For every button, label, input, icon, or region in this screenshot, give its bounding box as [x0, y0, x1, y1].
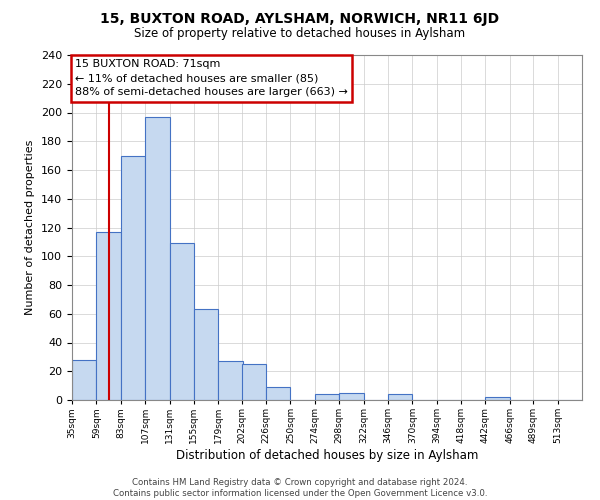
Bar: [72, 360, 97, 400]
X-axis label: Distribution of detached houses by size in Aylsham: Distribution of detached houses by size …: [176, 449, 478, 462]
Text: 15, BUXTON ROAD, AYLSHAM, NORWICH, NR11 6JD: 15, BUXTON ROAD, AYLSHAM, NORWICH, NR11 …: [100, 12, 500, 26]
Bar: [266, 387, 290, 400]
Bar: [121, 156, 145, 400]
Bar: [339, 393, 364, 400]
Bar: [97, 232, 121, 400]
Bar: [485, 397, 510, 400]
Bar: [388, 394, 412, 400]
Y-axis label: Number of detached properties: Number of detached properties: [25, 140, 35, 315]
Bar: [315, 394, 339, 400]
Bar: [170, 244, 194, 400]
Text: Contains HM Land Registry data © Crown copyright and database right 2024.
Contai: Contains HM Land Registry data © Crown c…: [113, 478, 487, 498]
Text: 15 BUXTON ROAD: 71sqm
← 11% of detached houses are smaller (85)
88% of semi-deta: 15 BUXTON ROAD: 71sqm ← 11% of detached …: [75, 60, 348, 98]
Bar: [242, 364, 266, 400]
Text: Size of property relative to detached houses in Aylsham: Size of property relative to detached ho…: [134, 28, 466, 40]
Bar: [218, 361, 242, 400]
Bar: [145, 117, 170, 400]
Bar: [194, 310, 218, 400]
